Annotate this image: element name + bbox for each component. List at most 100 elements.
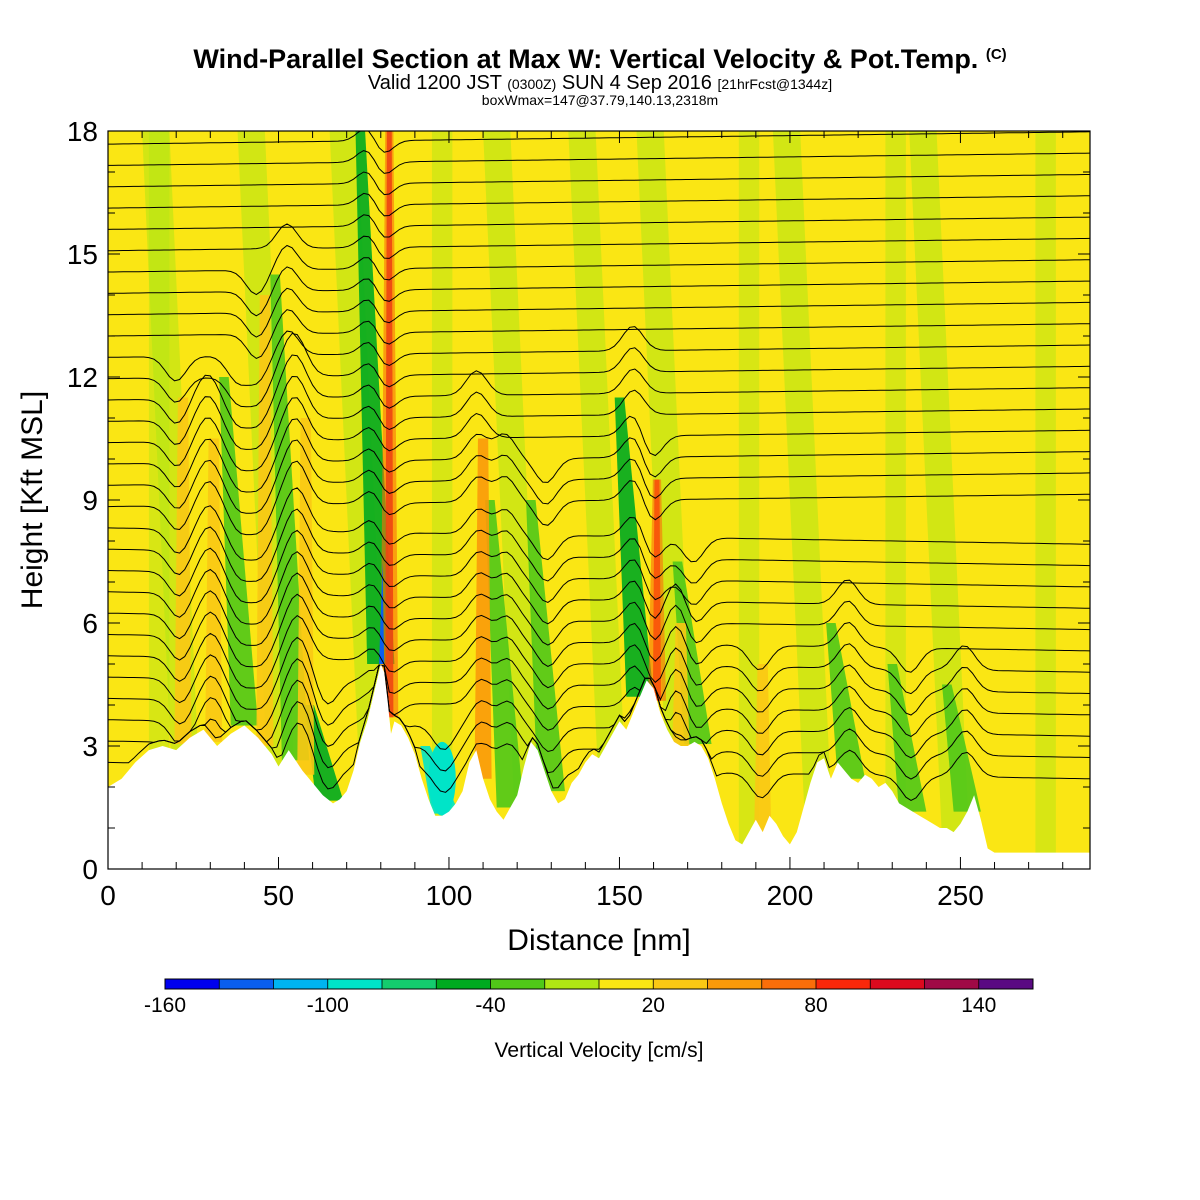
subtitle-utc: (0300Z)	[507, 76, 557, 92]
colorbar-swatch	[870, 979, 925, 989]
theta-contours	[108, 131, 1090, 801]
theta-contour	[108, 664, 1090, 759]
weak-downdraft-swath	[483, 131, 545, 869]
colorbar-swatch	[165, 979, 220, 989]
theta-contour	[108, 244, 1090, 296]
y-axis-label: Height [Kft MSL]	[16, 391, 49, 609]
weak-downdraft-swath	[329, 131, 392, 869]
downdraft-band	[526, 500, 565, 792]
theta-contour	[108, 266, 1090, 317]
colorbar: -160 -100 -40 20 80 140 Vertical Velocity [cm/…	[144, 978, 1034, 1062]
colorbar-swatch	[382, 979, 437, 989]
colorbar-tick-label: 20	[642, 994, 665, 1017]
colorbar-swatch	[761, 979, 816, 989]
theta-contour	[108, 460, 1090, 536]
colorbar-tick-label: -160	[144, 994, 186, 1017]
chart-title-text: Wind-Parallel Section at Max W: Vertical…	[193, 44, 979, 74]
colorbar-label: Vertical Velocity [cm/s]	[495, 1039, 704, 1062]
weak-downdraft-swath	[772, 131, 835, 869]
colorbar-tick-label: -100	[307, 994, 349, 1017]
theta-contour	[383, 131, 386, 132]
chart-subtitle-2: boxWmax=147@37.79,140.13,2318m	[481, 92, 719, 108]
theta-contour	[108, 223, 1090, 259]
theta-contour	[108, 614, 1090, 695]
colorbar-swatch	[490, 979, 545, 989]
downdraft-band	[614, 397, 654, 697]
updraft-band	[474, 438, 492, 779]
theta-contour	[108, 572, 1090, 646]
theta-contour	[108, 529, 1090, 605]
theta-contour	[108, 658, 1090, 737]
colorbar-swatch	[219, 979, 274, 989]
subtitle-valid: Valid 1200 JST	[367, 72, 502, 94]
theta-contour	[108, 375, 1090, 450]
theta-contour	[108, 487, 1090, 563]
downdraft-band	[942, 684, 981, 812]
updraft-band	[754, 664, 772, 833]
chart-subtitle: Valid 1200 JST (0300Z) SUN 4 Sep 2016 [2…	[0, 72, 1200, 95]
y-tick-label: 9	[82, 485, 98, 516]
colorbar-swatch	[327, 979, 382, 989]
terrain-mask	[108, 664, 1090, 869]
updraft-band	[205, 438, 223, 742]
theta-contour	[108, 150, 1090, 174]
downdraft-band	[219, 377, 259, 726]
theta-contour	[108, 418, 1090, 493]
downdraft-band	[826, 623, 865, 779]
weak-downdraft-swath	[431, 131, 453, 869]
colorbar-swatch	[653, 979, 708, 989]
colorbar-swatch	[924, 979, 979, 989]
theta-contour	[108, 326, 1090, 386]
colorbar-swatch	[978, 979, 1033, 989]
theta-contour	[108, 171, 1090, 196]
colorbar-frame	[164, 978, 1034, 990]
subtitle-forecast: [21hrFcst@1344z]	[717, 76, 833, 92]
downdraft-core	[379, 561, 385, 664]
theta-contour	[108, 664, 1090, 780]
colorbar-tick-label: 140	[961, 994, 996, 1017]
x-tick-label: 200	[767, 880, 814, 911]
theta-contour	[108, 354, 1090, 429]
axis-ticks	[107, 130, 1090, 870]
theta-contour	[108, 192, 1090, 217]
theta-contour	[108, 439, 1090, 514]
updraft-band-halo	[380, 131, 399, 718]
y-tick-label: 3	[82, 731, 98, 762]
updraft-band-halo	[647, 479, 666, 701]
colorbar-swatch	[599, 979, 654, 989]
weak-downdraft-swath	[909, 131, 971, 869]
colorbar-swatch	[436, 979, 491, 989]
updraft-band	[672, 623, 690, 746]
y-tick-label: 18	[67, 116, 98, 147]
subtitle-date: SUN 4 Sep 2016	[561, 72, 712, 94]
weak-downdraft-swath	[738, 131, 760, 869]
x-tick-label: 250	[937, 880, 984, 911]
x-axis-label: Distance [nm]	[507, 924, 690, 957]
theta-contour	[108, 551, 1090, 625]
colorbar-tick-label: -40	[475, 994, 505, 1017]
downdraft-band	[304, 705, 344, 801]
theta-contour	[108, 397, 1090, 472]
theta-contour	[108, 508, 1090, 584]
y-tick-label: 6	[82, 608, 98, 639]
colorbar-swatch	[816, 979, 871, 989]
downdraft-core	[428, 741, 456, 816]
weak-downdraft-swath	[1035, 131, 1056, 869]
colorbar-swatch	[273, 979, 328, 989]
colorbar-swatch	[544, 979, 599, 989]
chart-title: Wind-Parallel Section at Max W: Vertical…	[0, 44, 1200, 75]
copyright-mark: (C)	[985, 46, 1007, 63]
x-tick-label: 0	[100, 880, 116, 911]
theta-contour	[108, 593, 1090, 673]
updraft-band	[297, 418, 315, 775]
theta-contour	[108, 214, 1090, 238]
y-tick-label: 0	[82, 854, 98, 885]
theta-contour	[108, 332, 1090, 408]
theta-contour	[108, 636, 1090, 716]
x-tick-label: 100	[426, 880, 473, 911]
theta-contour	[108, 287, 1090, 338]
theta-contour	[108, 309, 1090, 359]
colorbar-swatch	[707, 979, 762, 989]
plot-area	[108, 131, 1090, 869]
